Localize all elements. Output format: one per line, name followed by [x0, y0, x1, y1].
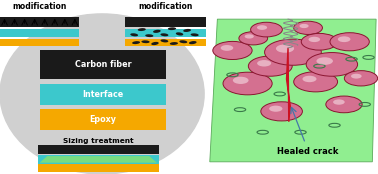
FancyBboxPatch shape — [125, 17, 206, 27]
Text: Matrix
modification: Matrix modification — [138, 0, 192, 11]
FancyBboxPatch shape — [40, 84, 166, 105]
FancyBboxPatch shape — [0, 39, 79, 46]
Ellipse shape — [141, 40, 150, 43]
Circle shape — [301, 33, 338, 50]
Circle shape — [239, 32, 268, 45]
Text: Healed crack: Healed crack — [277, 147, 338, 156]
FancyBboxPatch shape — [38, 155, 159, 164]
Circle shape — [294, 21, 322, 34]
Ellipse shape — [145, 34, 153, 37]
Circle shape — [261, 102, 302, 121]
Circle shape — [330, 33, 369, 51]
FancyBboxPatch shape — [0, 17, 79, 27]
Text: Fiber surface
modification: Fiber surface modification — [11, 0, 68, 11]
FancyBboxPatch shape — [0, 29, 79, 37]
Ellipse shape — [170, 42, 178, 45]
Text: Epoxy: Epoxy — [90, 115, 116, 124]
Text: Interface: Interface — [82, 90, 124, 99]
Circle shape — [294, 72, 338, 92]
Ellipse shape — [153, 30, 161, 33]
Ellipse shape — [191, 33, 199, 36]
Circle shape — [248, 56, 292, 76]
Circle shape — [245, 34, 254, 39]
Ellipse shape — [151, 42, 159, 45]
Ellipse shape — [179, 40, 187, 43]
Ellipse shape — [138, 28, 146, 31]
Text: Carbon fiber: Carbon fiber — [75, 60, 131, 69]
FancyBboxPatch shape — [40, 109, 166, 130]
FancyBboxPatch shape — [38, 145, 159, 154]
Circle shape — [351, 74, 362, 79]
Ellipse shape — [161, 39, 168, 42]
FancyBboxPatch shape — [40, 50, 166, 79]
Circle shape — [326, 96, 362, 113]
FancyBboxPatch shape — [125, 39, 206, 46]
Circle shape — [302, 76, 316, 82]
Polygon shape — [287, 48, 290, 122]
Circle shape — [233, 77, 249, 84]
Circle shape — [265, 39, 321, 65]
Circle shape — [257, 25, 267, 30]
Circle shape — [221, 45, 233, 51]
Circle shape — [333, 99, 345, 105]
Circle shape — [276, 44, 294, 53]
Ellipse shape — [160, 33, 169, 36]
Ellipse shape — [168, 27, 176, 30]
Ellipse shape — [183, 29, 191, 32]
Circle shape — [223, 72, 272, 95]
Circle shape — [213, 41, 252, 60]
Circle shape — [338, 36, 350, 42]
Circle shape — [306, 53, 358, 76]
Ellipse shape — [0, 14, 204, 174]
Circle shape — [299, 24, 309, 28]
Circle shape — [344, 71, 378, 86]
Circle shape — [308, 37, 320, 42]
Polygon shape — [210, 19, 376, 162]
Ellipse shape — [189, 41, 197, 44]
Ellipse shape — [176, 32, 183, 35]
Circle shape — [269, 106, 282, 112]
FancyBboxPatch shape — [38, 164, 159, 172]
Ellipse shape — [132, 41, 140, 44]
Circle shape — [316, 57, 333, 65]
Ellipse shape — [130, 33, 138, 36]
Polygon shape — [40, 156, 157, 163]
Circle shape — [251, 22, 282, 37]
Circle shape — [257, 60, 271, 66]
FancyBboxPatch shape — [125, 29, 206, 37]
FancyBboxPatch shape — [38, 155, 159, 164]
Text: Sizing treatment: Sizing treatment — [63, 139, 133, 144]
